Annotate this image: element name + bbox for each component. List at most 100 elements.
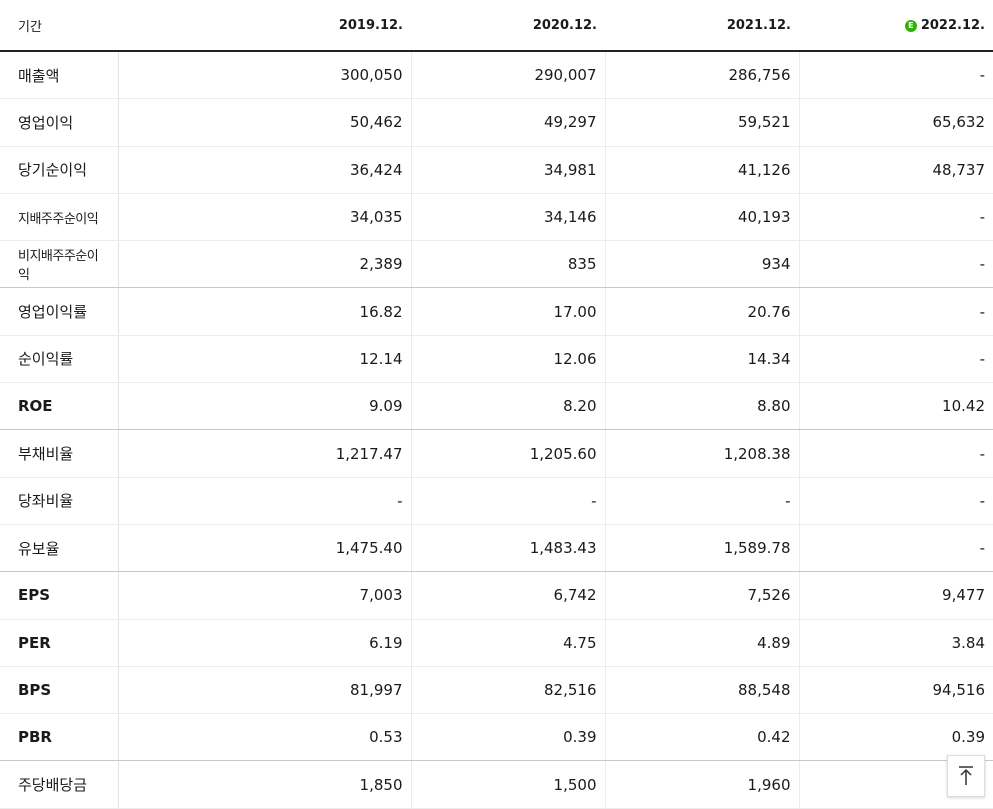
table-cell: 65,632	[798, 98, 993, 147]
table-cell: 34,981	[410, 146, 605, 194]
table-cell: 8.80	[604, 382, 799, 431]
table-cell: 12.14	[117, 335, 411, 384]
table-cell: 82,516	[410, 666, 605, 715]
table-cell: -	[798, 193, 993, 242]
table-cell: 1,960	[604, 760, 799, 809]
table-cell: -	[798, 51, 993, 100]
column-header-2022: E 2022.12.	[799, 0, 993, 52]
row-label: 유보율	[0, 524, 119, 573]
table-cell: 300,050	[117, 51, 411, 100]
table-cell: 4.89	[604, 619, 799, 667]
table-row: 지배주주순이익 34,035 34,146 40,193 -	[0, 193, 993, 242]
table-cell: -	[798, 287, 993, 336]
table-cell: 9.09	[117, 382, 411, 431]
table-row: PBR 0.53 0.39 0.42 0.39	[0, 713, 993, 762]
table-row: BPS 81,997 82,516 88,548 94,516	[0, 666, 993, 715]
table-cell: 1,589.78	[604, 524, 799, 573]
table-cell: 6,742	[410, 571, 605, 620]
row-label: EPS	[0, 571, 119, 620]
row-label: 영업이익률	[0, 287, 119, 336]
table-cell: 1,850	[117, 760, 411, 809]
table-row: EPS 7,003 6,742 7,526 9,477	[0, 571, 993, 620]
table-cell: 1,217.47	[117, 429, 411, 478]
table-cell: 16.82	[117, 287, 411, 336]
table-row: PER 6.19 4.75 4.89 3.84	[0, 619, 993, 667]
row-label: 영업이익	[0, 98, 119, 147]
column-header-2021: 2021.12.	[605, 0, 799, 52]
table-cell: 1,483.43	[410, 524, 605, 573]
table-cell: 34,146	[410, 193, 605, 242]
row-label: ROE	[0, 382, 119, 431]
table-cell: 81,997	[117, 666, 411, 715]
table-cell: -	[798, 524, 993, 573]
table-cell: 6.19	[117, 619, 411, 667]
row-label: 부채비율	[0, 429, 119, 478]
table-row: 당좌비율 - - - -	[0, 477, 993, 525]
period-header: 기간	[0, 0, 118, 52]
table-cell: 48,737	[798, 146, 993, 194]
table-cell: 20.76	[604, 287, 799, 336]
table-cell: 1,475.40	[117, 524, 411, 573]
table-cell: 7,003	[117, 571, 411, 620]
table-row: 비지배주주순이익 2,389 835 934 -	[0, 240, 993, 289]
table-row: 매출액 300,050 290,007 286,756 -	[0, 51, 993, 100]
table-cell: 0.53	[117, 713, 411, 762]
table-cell: 934	[604, 240, 799, 289]
table-cell: 835	[410, 240, 605, 289]
table-cell: 4.75	[410, 619, 605, 667]
table-cell: 9,477	[798, 571, 993, 620]
table-row: 당기순이익 36,424 34,981 41,126 48,737	[0, 146, 993, 194]
row-label: PER	[0, 619, 119, 667]
table-cell: 3.84	[798, 619, 993, 667]
table-cell: 59,521	[604, 98, 799, 147]
row-label: 매출액	[0, 51, 119, 100]
table-cell: 1,205.60	[410, 429, 605, 478]
table-row: 주당배당금 1,850 1,500 1,960 2,2	[0, 760, 993, 809]
table-cell: -	[410, 477, 605, 525]
table-row: 영업이익 50,462 49,297 59,521 65,632	[0, 98, 993, 147]
table-cell: 88,548	[604, 666, 799, 715]
column-header-2022-label: 2022.12.	[920, 17, 985, 33]
table-row: 영업이익률 16.82 17.00 20.76 -	[0, 287, 993, 336]
table-row: 유보율 1,475.40 1,483.43 1,589.78 -	[0, 524, 993, 573]
table-cell: 12.06	[410, 335, 605, 384]
table-cell: 10.42	[798, 382, 993, 431]
table-cell: 94,516	[798, 666, 993, 715]
row-label: 비지배주주순이익	[0, 240, 119, 289]
column-header-2019: 2019.12.	[118, 0, 411, 52]
row-label: 지배주주순이익	[0, 193, 119, 242]
table-cell: 286,756	[604, 51, 799, 100]
table-cell: 49,297	[410, 98, 605, 147]
table-row: 순이익률 12.14 12.06 14.34 -	[0, 335, 993, 384]
header-row: 기간 2019.12. 2020.12. 2021.12. E 2022.12.	[0, 0, 993, 52]
column-header-2020: 2020.12.	[411, 0, 605, 52]
table-cell: -	[798, 477, 993, 525]
table-cell: -	[798, 429, 993, 478]
row-label: 당기순이익	[0, 146, 119, 194]
row-label: 주당배당금	[0, 760, 119, 809]
table-row: ROE 9.09 8.20 8.80 10.42	[0, 382, 993, 431]
table-cell: 8.20	[410, 382, 605, 431]
table-cell: 14.34	[604, 335, 799, 384]
table-cell: -	[798, 335, 993, 384]
table-cell: 41,126	[604, 146, 799, 194]
table-cell: 34,035	[117, 193, 411, 242]
row-label: 순이익률	[0, 335, 119, 384]
estimate-icon: E	[904, 19, 917, 32]
table-cell: 1,500	[410, 760, 605, 809]
table-cell: 7,526	[604, 571, 799, 620]
arrow-up-to-top-icon	[959, 766, 973, 785]
table-cell: 290,007	[410, 51, 605, 100]
table-cell: 0.39	[410, 713, 605, 762]
table-cell: -	[798, 240, 993, 289]
table-row: 부채비율 1,217.47 1,205.60 1,208.38 -	[0, 429, 993, 478]
table-cell: 17.00	[410, 287, 605, 336]
row-label: PBR	[0, 713, 119, 762]
row-label: 당좌비율	[0, 477, 119, 525]
table-cell: 36,424	[117, 146, 411, 194]
scroll-to-top-button[interactable]	[947, 755, 985, 797]
table-cell: 0.39	[798, 713, 993, 762]
table-cell: 50,462	[117, 98, 411, 147]
table-cell: 2,389	[117, 240, 411, 289]
